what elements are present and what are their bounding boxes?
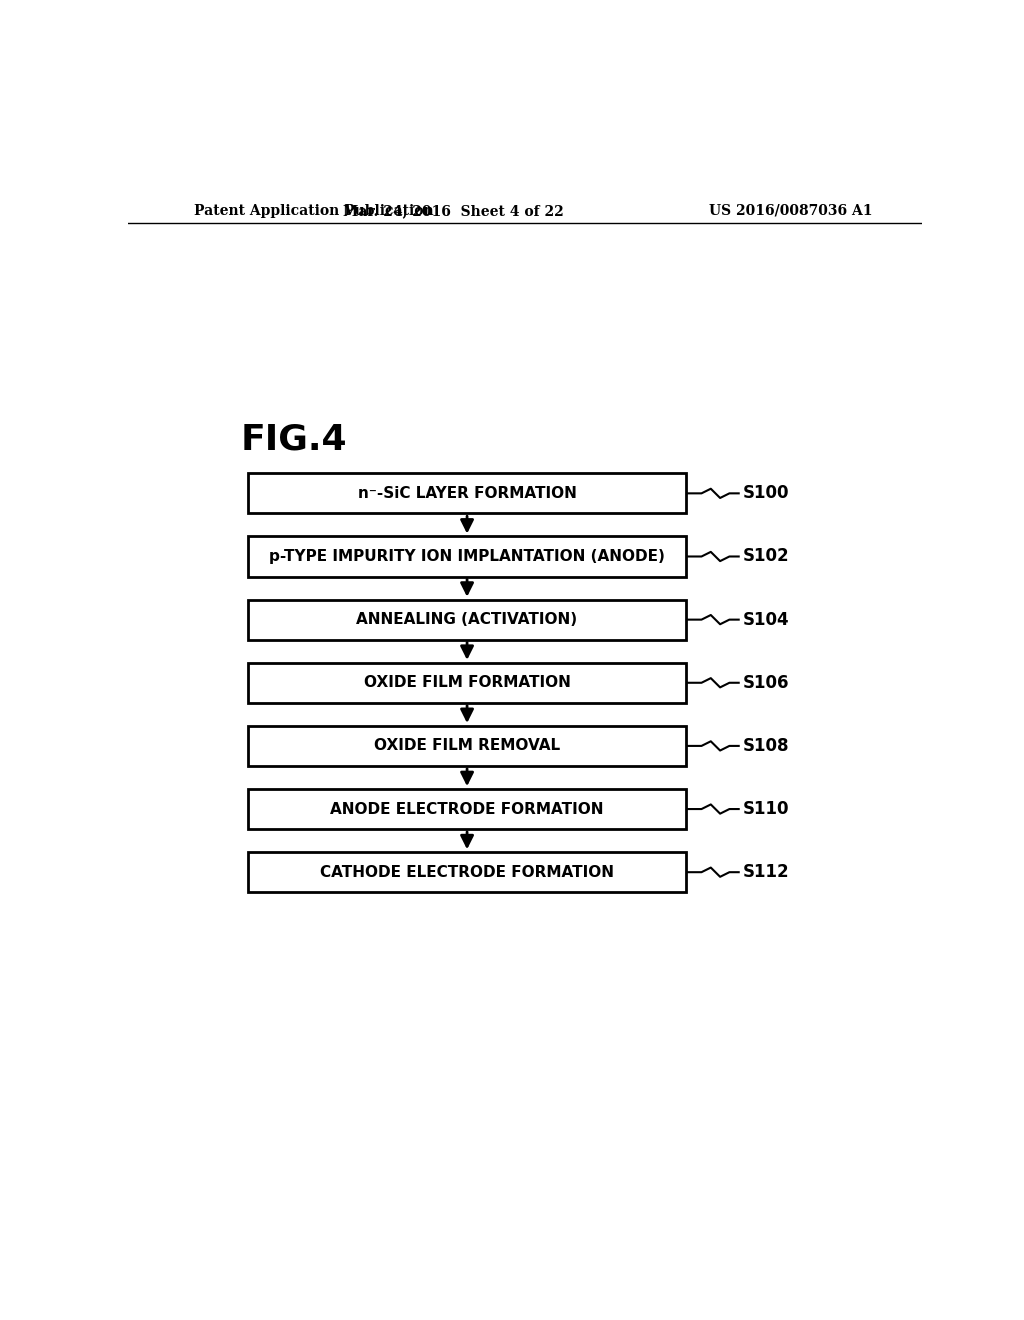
- Bar: [248, 599, 686, 640]
- Text: OXIDE FILM REMOVAL: OXIDE FILM REMOVAL: [374, 738, 560, 754]
- Text: OXIDE FILM FORMATION: OXIDE FILM FORMATION: [364, 676, 570, 690]
- Text: S100: S100: [742, 484, 790, 503]
- Bar: [248, 789, 686, 829]
- Text: p-TYPE IMPURITY ION IMPLANTATION (ANODE): p-TYPE IMPURITY ION IMPLANTATION (ANODE): [269, 549, 665, 564]
- Text: CATHODE ELECTRODE FORMATION: CATHODE ELECTRODE FORMATION: [321, 865, 614, 879]
- Text: S104: S104: [742, 611, 790, 628]
- Text: FIG.4: FIG.4: [241, 422, 347, 457]
- Bar: [248, 663, 686, 702]
- Text: US 2016/0087036 A1: US 2016/0087036 A1: [710, 203, 872, 218]
- Bar: [248, 853, 686, 892]
- Text: ANODE ELECTRODE FORMATION: ANODE ELECTRODE FORMATION: [331, 801, 604, 817]
- Text: S110: S110: [742, 800, 790, 818]
- Text: S112: S112: [742, 863, 790, 882]
- Text: Mar. 24, 2016  Sheet 4 of 22: Mar. 24, 2016 Sheet 4 of 22: [343, 203, 564, 218]
- Text: ANNEALING (ACTIVATION): ANNEALING (ACTIVATION): [356, 612, 578, 627]
- Bar: [248, 726, 686, 766]
- Text: S106: S106: [742, 673, 790, 692]
- Text: n⁻-SiC LAYER FORMATION: n⁻-SiC LAYER FORMATION: [357, 486, 577, 500]
- Bar: [248, 536, 686, 577]
- Text: S102: S102: [742, 548, 790, 565]
- Text: S108: S108: [742, 737, 790, 755]
- Text: Patent Application Publication: Patent Application Publication: [194, 203, 433, 218]
- Bar: [248, 474, 686, 513]
